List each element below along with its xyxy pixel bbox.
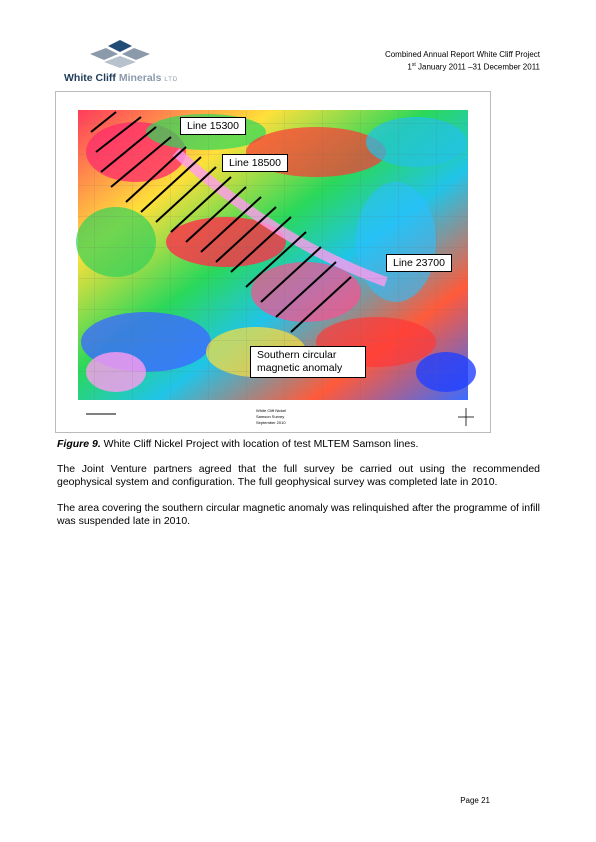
report-period: 1st January 2011 –31 December 2011 xyxy=(407,62,540,72)
callout-line-15300: Line 15300 xyxy=(180,117,246,135)
page-number: Page 21 xyxy=(460,796,490,805)
figure-caption: Figure 9. White Cliff Nickel Project wit… xyxy=(57,438,418,450)
report-title: Combined Annual Report White Cliff Proje… xyxy=(384,50,540,59)
figure-label: Figure 9. xyxy=(57,438,101,450)
title-block-line-3: September 2010 xyxy=(256,420,286,425)
report-header: Combined Annual Report White Cliff Proje… xyxy=(385,50,540,73)
company-name: White Cliff Minerals LTD xyxy=(64,72,179,84)
callout-line-18500: Line 18500 xyxy=(222,154,288,172)
figure-caption-text: White Cliff Nickel Project with location… xyxy=(100,438,419,450)
title-block-line-1: White Cliff Nickel xyxy=(256,408,286,413)
north-arrow-icon xyxy=(458,408,474,426)
callout-southern-anomaly: Southern circular magnetic anomaly xyxy=(250,346,366,378)
paragraph-1: The Joint Venture partners agreed that t… xyxy=(57,463,540,488)
callout-line-23700: Line 23700 xyxy=(386,254,452,272)
company-logo-icon xyxy=(90,40,150,68)
paragraph-2: The area covering the southern circular … xyxy=(57,502,540,527)
magnetic-survey-map: White Cliff Nickel Samson Survey Septemb… xyxy=(55,91,491,433)
title-block-line-2: Samson Survey xyxy=(256,414,284,419)
